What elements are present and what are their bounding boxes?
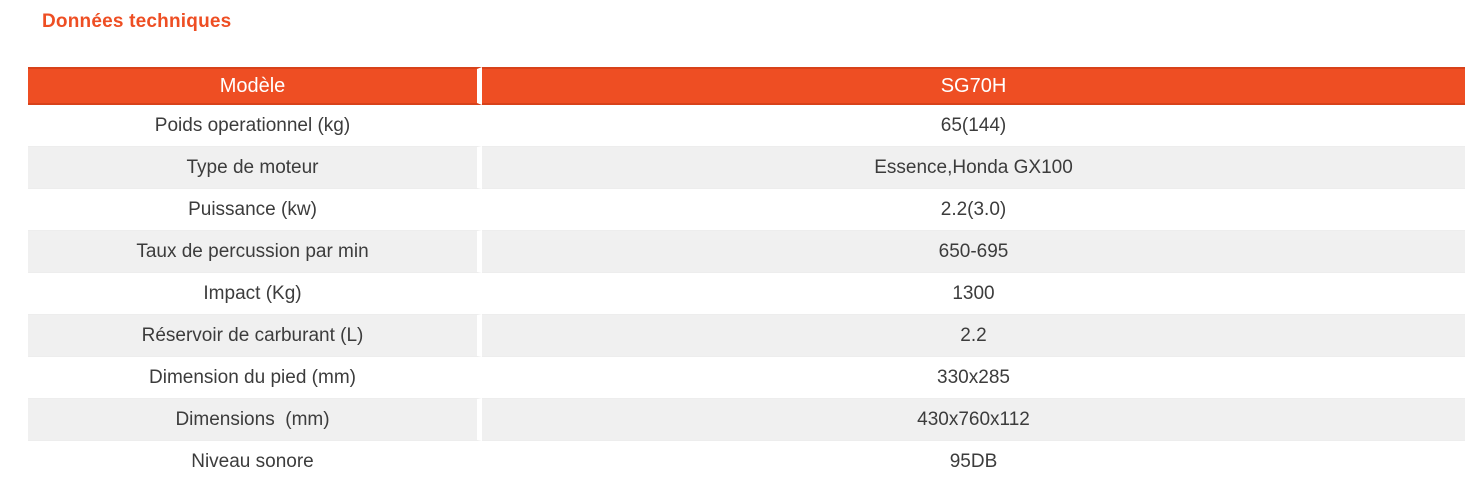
spec-value-cell: 1300 xyxy=(482,273,1465,315)
spec-value-cell: 650-695 xyxy=(482,231,1465,273)
spec-header-value: SG70H xyxy=(482,67,1465,105)
spec-header-model: Modèle xyxy=(28,67,482,105)
section-title: Données techniques xyxy=(42,11,232,32)
spec-label-cell: Réservoir de carburant (L) xyxy=(28,315,482,357)
spec-row: Poids operationnel (kg) 65(144) xyxy=(28,105,1465,147)
spec-table: Modèle SG70H Poids operationnel (kg) 65(… xyxy=(28,67,1465,483)
spec-row: Taux de percussion par min 650-695 xyxy=(28,231,1465,273)
spec-label-cell: Impact (Kg) xyxy=(28,273,482,315)
spec-row: Impact (Kg) 1300 xyxy=(28,273,1465,315)
spec-row: Niveau sonore 95DB xyxy=(28,441,1465,483)
spec-row: Type de moteur Essence,Honda GX100 xyxy=(28,147,1465,189)
spec-value-cell: 95DB xyxy=(482,441,1465,483)
spec-value-cell: 2.2(3.0) xyxy=(482,189,1465,231)
spec-label-cell: Poids operationnel (kg) xyxy=(28,105,482,147)
spec-header-row: Modèle SG70H xyxy=(28,67,1465,105)
spec-label-cell: Dimensions (mm) xyxy=(28,399,482,441)
spec-row: Dimension du pied (mm) 330x285 xyxy=(28,357,1465,399)
spec-value-cell: 2.2 xyxy=(482,315,1465,357)
spec-value-cell: 65(144) xyxy=(482,105,1465,147)
spec-label-cell: Type de moteur xyxy=(28,147,482,189)
spec-row: Réservoir de carburant (L) 2.2 xyxy=(28,315,1465,357)
spec-value-cell: 330x285 xyxy=(482,357,1465,399)
spec-row: Puissance (kw) 2.2(3.0) xyxy=(28,189,1465,231)
spec-label-cell: Niveau sonore xyxy=(28,441,482,483)
spec-table-header: Modèle SG70H xyxy=(28,67,1465,105)
spec-label-cell: Taux de percussion par min xyxy=(28,231,482,273)
spec-value-cell: 430x760x112 xyxy=(482,399,1465,441)
spec-value-cell: Essence,Honda GX100 xyxy=(482,147,1465,189)
spec-row: Dimensions (mm) 430x760x112 xyxy=(28,399,1465,441)
spec-label-cell: Dimension du pied (mm) xyxy=(28,357,482,399)
spec-table-body: Poids operationnel (kg) 65(144) Type de … xyxy=(28,105,1465,483)
spec-label-cell: Puissance (kw) xyxy=(28,189,482,231)
